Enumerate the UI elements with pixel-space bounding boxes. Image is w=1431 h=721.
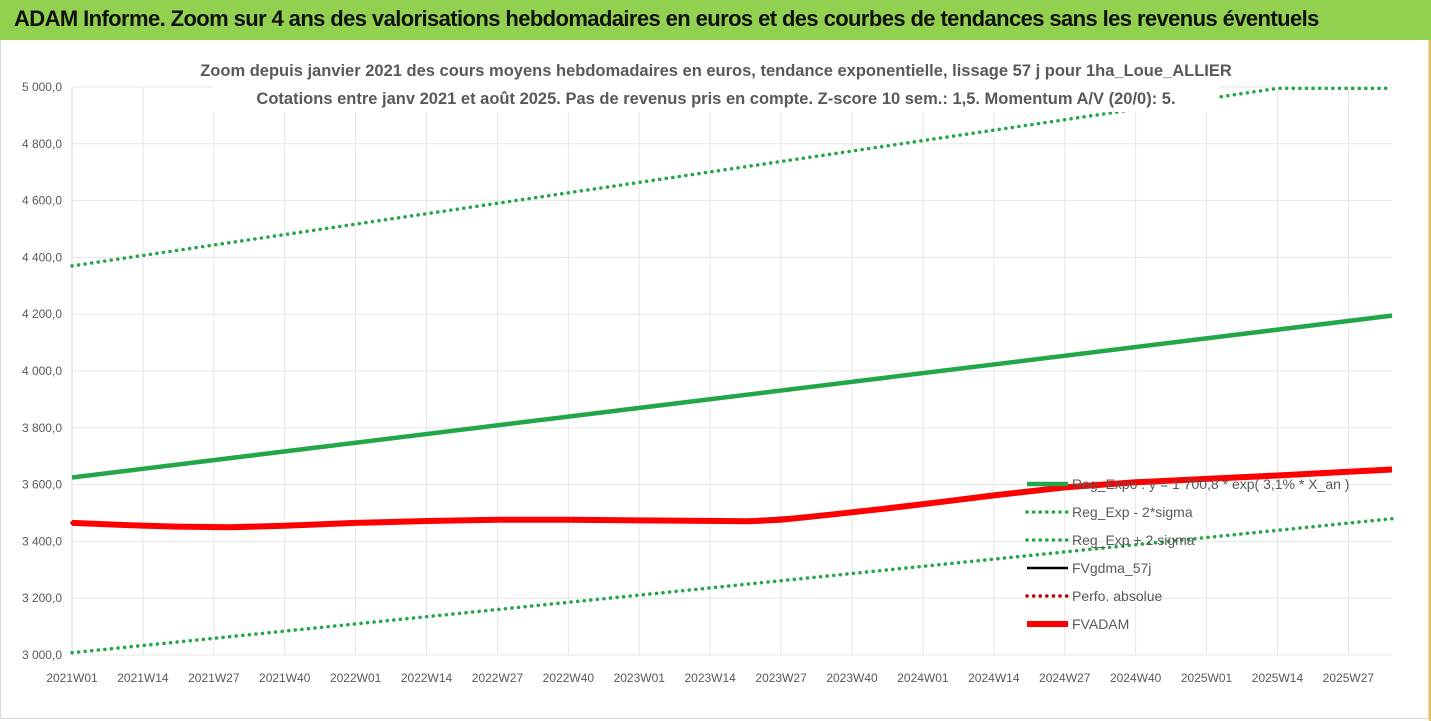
x-tick-label: 2025W14	[1252, 671, 1304, 685]
x-tick-label: 2022W40	[543, 671, 595, 685]
title-banner: ADAM Informe. Zoom sur 4 ans des valoris…	[0, 0, 1431, 41]
series-line-0	[71, 313, 1393, 480]
legend-label: Reg_Expo : y = 1 700,8 * exp( 3,1% * X_a…	[1072, 476, 1349, 492]
banner-title: ADAM Informe. Zoom sur 4 ans des valoris…	[14, 6, 1319, 31]
x-tick-label: 2024W40	[1110, 671, 1162, 685]
title-background	[213, 54, 1219, 112]
legend-label: Reg_Exp + 2 sigma	[1072, 532, 1195, 548]
chart-title-line-2: Cotations entre janv 2021 et août 2025. …	[256, 90, 1175, 108]
x-tick-label: 2024W01	[897, 671, 949, 685]
x-tick-label: 2024W14	[968, 671, 1020, 685]
x-tick-label: 2024W27	[1039, 671, 1091, 685]
legend-label: Perfo. absolue	[1072, 588, 1162, 604]
y-tick-label: 3 200,0	[22, 591, 62, 605]
y-tick-label: 4 800,0	[22, 137, 62, 151]
x-tick-label: 2025W27	[1323, 671, 1375, 685]
x-axis-ticks: 2021W01 2021W14 2021W27 2021W40 2022W01 2022W…	[46, 87, 1374, 685]
legend-label: Reg_Exp - 2*sigma	[1072, 504, 1193, 520]
x-tick-label: 2021W01	[46, 671, 98, 685]
y-tick-label: 3 000,0	[22, 648, 62, 662]
chart-title-line-1: Zoom depuis janvier 2021 des cours moyen…	[200, 62, 1232, 80]
y-tick-label: 4 600,0	[22, 194, 62, 208]
y-tick-label: 3 800,0	[22, 421, 62, 435]
y-tick-label: 4 200,0	[22, 307, 62, 321]
x-tick-label: 2023W27	[755, 671, 807, 685]
x-tick-label: 2021W40	[259, 671, 311, 685]
series-line-2	[70, 86, 1394, 268]
series-lines	[70, 86, 1394, 655]
x-tick-label: 2022W27	[472, 671, 524, 685]
x-tick-label: 2023W14	[684, 671, 736, 685]
y-tick-label: 3 400,0	[22, 534, 62, 548]
gridlines	[71, 86, 1392, 656]
x-tick-label: 2025W01	[1181, 671, 1233, 685]
x-tick-label: 2021W27	[188, 671, 240, 685]
y-axis-ticks: 3 000,0 3 200,0 3 400,0 3 600,0 3 800,0 4 000…	[22, 80, 62, 662]
y-tick-label: 5 000,0	[22, 80, 62, 94]
y-tick-label: 4 000,0	[22, 364, 62, 378]
series-line-5	[71, 466, 1393, 531]
frame-edge	[1429, 40, 1431, 721]
x-tick-label: 2022W14	[401, 671, 453, 685]
legend-label: FVADAM	[1072, 616, 1129, 632]
y-tick-label: 3 600,0	[22, 478, 62, 492]
legend: Reg_Expo : y = 1 700,8 * exp( 3,1% * X_a…	[1025, 476, 1349, 632]
x-tick-label: 2023W40	[826, 671, 878, 685]
x-tick-label: 2021W14	[117, 671, 169, 685]
chart-frame	[0, 40, 1429, 719]
legend-label: FVgdma_57j	[1072, 560, 1151, 576]
x-tick-label: 2023W01	[614, 671, 666, 685]
x-tick-label: 2022W01	[330, 671, 382, 685]
y-tick-label: 4 400,0	[22, 250, 62, 264]
